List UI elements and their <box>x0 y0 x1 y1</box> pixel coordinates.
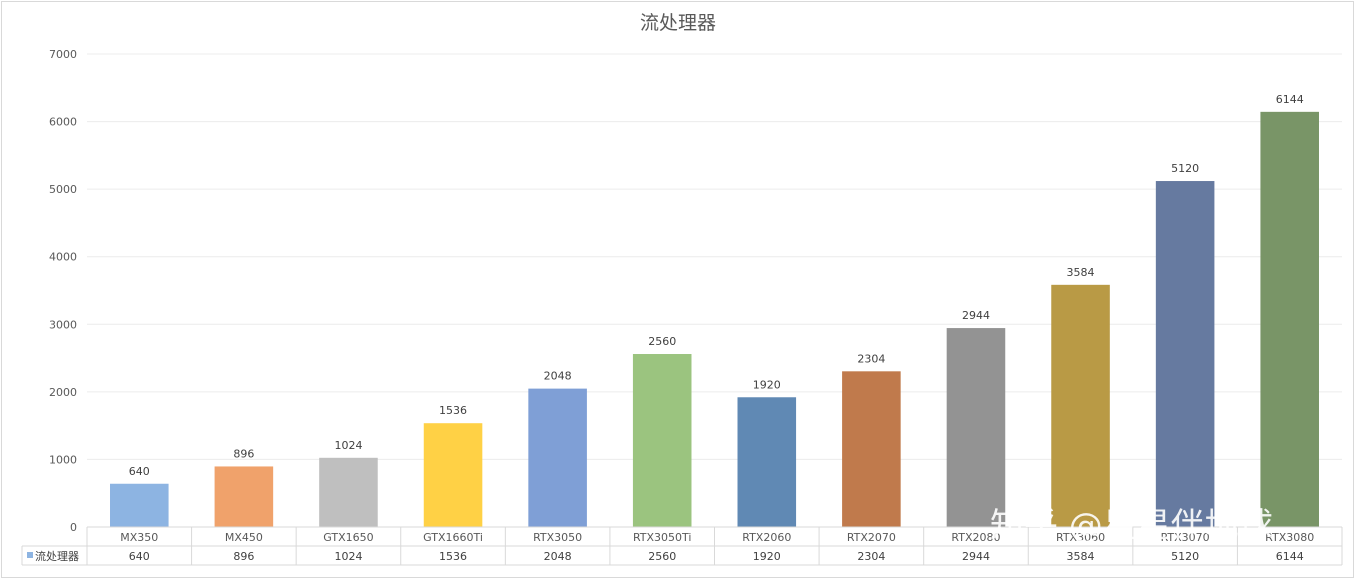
y-tick-label: 1000 <box>49 453 77 466</box>
y-tick-label: 4000 <box>49 251 77 264</box>
bar <box>946 328 1006 527</box>
table-value: 2560 <box>648 550 676 563</box>
table-value: 2944 <box>962 550 990 563</box>
y-tick-label: 5000 <box>49 183 77 196</box>
data-label: 1536 <box>439 404 467 417</box>
legend: 流处理器 <box>27 549 79 563</box>
watermark: 知乎 @星星伴地球 <box>990 506 1273 546</box>
category-label: RTX2080 <box>951 531 1000 544</box>
data-labels: 640 896 1024 1536 2048 2560 1920 2304 2944 3584 51… <box>129 93 1304 478</box>
data-label: 3584 <box>1067 266 1095 279</box>
data-table: MX350 640 MX450 896 GTX1650 1024 GTX1660Ti 1536… <box>21 526 1343 566</box>
bar <box>319 457 378 527</box>
category-label: RTX3060 <box>1056 531 1105 544</box>
data-label: 2048 <box>544 370 572 383</box>
bar <box>214 466 274 527</box>
bar <box>1260 111 1319 528</box>
bars <box>110 111 1319 528</box>
category-label: RTX3070 <box>1161 531 1210 544</box>
legend-marker <box>27 552 33 558</box>
table-value: 2048 <box>544 550 572 563</box>
category-label: MX450 <box>225 531 263 544</box>
data-label: 896 <box>233 447 254 460</box>
category-label: RTX3080 <box>1265 531 1314 544</box>
y-tick-label: 3000 <box>49 318 77 331</box>
table-value: 3584 <box>1067 550 1095 563</box>
data-label: 6144 <box>1276 93 1304 106</box>
y-tick-label: 6000 <box>49 116 77 129</box>
data-label: 640 <box>129 465 150 478</box>
data-label: 2560 <box>648 335 676 348</box>
bar <box>1051 284 1110 527</box>
bar <box>737 397 797 527</box>
bar <box>423 423 483 527</box>
category-label: RTX3050 <box>533 531 582 544</box>
y-tick-label: 0 <box>70 521 77 534</box>
y-tick-label: 2000 <box>49 386 77 399</box>
table-value: 1024 <box>334 550 362 563</box>
table-value: 1920 <box>753 550 781 563</box>
bar <box>528 388 587 527</box>
category-label: GTX1650 <box>323 531 373 544</box>
gridlines <box>87 53 1342 460</box>
table-value: 6144 <box>1276 550 1304 563</box>
data-label: 2944 <box>962 309 990 322</box>
table-value: 2304 <box>857 550 885 563</box>
category-label: GTX1660Ti <box>423 531 483 544</box>
table-value: 1536 <box>439 550 467 563</box>
table-value: 5120 <box>1171 550 1199 563</box>
legend-label: 流处理器 <box>35 549 79 563</box>
category-label: RTX2060 <box>742 531 791 544</box>
y-tick-label: 7000 <box>49 48 77 61</box>
data-label: 2304 <box>857 352 885 365</box>
y-axis: 0 1000 2000 3000 4000 5000 6000 7000 <box>49 48 77 534</box>
table-value: 640 <box>129 550 150 563</box>
data-label: 1920 <box>753 378 781 391</box>
category-label: RTX3050Ti <box>633 531 692 544</box>
table-value: 896 <box>233 550 254 563</box>
bar <box>632 354 692 527</box>
bar <box>110 483 169 527</box>
data-label: 1024 <box>334 439 362 452</box>
chart-title: 流处理器 <box>640 12 716 34</box>
data-label: 5120 <box>1171 162 1199 175</box>
bar <box>842 371 901 527</box>
category-label: MX350 <box>120 531 158 544</box>
bar <box>1155 181 1215 527</box>
category-label: RTX2070 <box>847 531 896 544</box>
